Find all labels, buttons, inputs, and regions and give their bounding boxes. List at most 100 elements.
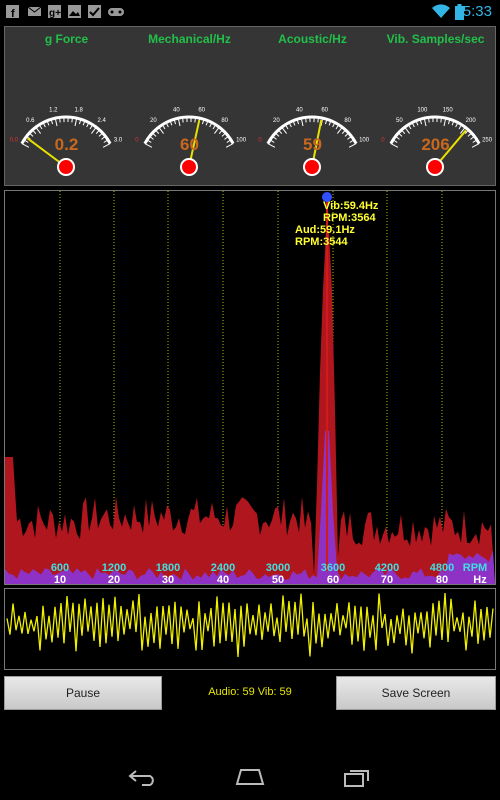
nav-bar xyxy=(0,752,500,800)
frequency-readout: Audio: 59 Vib: 59 xyxy=(208,686,292,698)
hz-axis-label: 10 xyxy=(54,574,66,584)
gauge-tick-label: 250 xyxy=(482,137,493,143)
gauge-tick-label: 0 xyxy=(258,137,262,143)
gauge-tick xyxy=(407,124,412,130)
gauge-tick xyxy=(300,118,304,127)
gauge-tick xyxy=(177,118,181,127)
pause-button[interactable]: Pause xyxy=(4,676,162,710)
recent-apps-icon[interactable] xyxy=(343,766,371,788)
gauge-tick xyxy=(225,143,234,148)
gauge-tick xyxy=(32,129,37,134)
gauge-tick xyxy=(423,118,427,127)
gauge-tick xyxy=(281,126,288,134)
gauge-tick-label: 150 xyxy=(443,107,454,113)
back-icon[interactable] xyxy=(128,768,158,786)
google-plus-icon: g+ xyxy=(48,5,61,18)
gauge-title: Acoustic/Hz xyxy=(278,32,347,46)
gauge-tick-label: 80 xyxy=(344,118,351,124)
gauge-tick xyxy=(78,119,82,125)
gauge-tick xyxy=(336,126,343,134)
gauge-tick xyxy=(269,139,275,143)
gauge-tick xyxy=(419,119,423,125)
gauge-tick xyxy=(305,117,307,123)
gauge-tick xyxy=(395,135,400,140)
gauge-tick-label: 50 xyxy=(396,118,403,124)
gauge-tick xyxy=(415,120,419,126)
gauge-tick xyxy=(347,135,352,140)
gauge-tick xyxy=(213,126,220,134)
waveform-line xyxy=(6,592,494,657)
rpm-axis-label: 3000 xyxy=(266,562,290,574)
gauge-tick xyxy=(90,126,97,134)
gauge-tick xyxy=(71,117,73,123)
gauge-arc xyxy=(143,115,235,145)
gauge-tick xyxy=(95,129,100,134)
gauge-tick xyxy=(443,118,447,127)
gauge-tick xyxy=(348,143,357,148)
home-icon[interactable] xyxy=(235,768,265,786)
gauge-tick xyxy=(447,119,451,125)
gauge-tick xyxy=(411,122,415,128)
facebook-icon: f xyxy=(6,5,19,18)
gauge-hub xyxy=(303,158,321,176)
gauge-tick xyxy=(455,122,459,128)
gauge-hub xyxy=(426,158,444,176)
status-bar: f g+ 5:33 xyxy=(0,0,500,24)
rpm-axis-label: 4800 xyxy=(430,562,454,574)
hz-axis-label: 40 xyxy=(217,574,229,584)
checkbox-icon xyxy=(88,5,101,18)
gauge-tick xyxy=(324,119,328,125)
gauge-tick-label: 60 xyxy=(198,107,205,113)
gauge-tick xyxy=(165,122,169,128)
peak-vib-rpm-label: RPM:3564 xyxy=(323,212,376,224)
gauge-tick xyxy=(201,119,205,125)
spectrum-panel[interactable]: Vib:59.4Hz RPM:3564 Aud:59.1Hz RPM:3544 … xyxy=(4,190,496,586)
rpm-axis-label: RPM xyxy=(463,562,487,574)
gauge-tick xyxy=(288,122,292,128)
gauge-tick xyxy=(29,132,34,137)
gauge-value: 59 xyxy=(303,135,322,154)
spectrum-plot: Vib:59.4Hz RPM:3564 Aud:59.1Hz RPM:3544 … xyxy=(5,191,495,586)
game-controller-icon xyxy=(108,8,124,16)
gauge-arc xyxy=(20,115,112,145)
gauge-tick xyxy=(209,122,213,128)
vibration-spectrum xyxy=(5,231,495,584)
gauge-tick-label: 40 xyxy=(296,107,303,113)
gauge-tick xyxy=(42,122,46,128)
gauge-tick xyxy=(86,122,90,128)
gauge-title: Vib. Samples/sec xyxy=(386,32,485,46)
rpm-axis-label: 600 xyxy=(51,562,69,574)
hz-axis-label: Hz xyxy=(473,574,487,584)
gauge-tick xyxy=(82,120,86,126)
gauge-tick-label: 3.0 xyxy=(114,137,123,143)
save-screen-button[interactable]: Save Screen xyxy=(336,676,496,710)
hz-axis-label: 60 xyxy=(327,574,339,584)
hz-axis-label: 70 xyxy=(381,574,393,584)
gauge-tick xyxy=(459,126,466,134)
gauge-tick xyxy=(194,117,196,123)
gauge-tick-label: 1.8 xyxy=(74,107,83,113)
gauge-tick xyxy=(470,135,475,140)
gauge-tick xyxy=(341,129,346,134)
g-force-dial: 0.0 0.6 1.2 1.8 2.4 3.0 xyxy=(10,107,123,176)
gauge-value: 60 xyxy=(180,135,199,154)
gauge-tick-label: 0.6 xyxy=(26,118,35,124)
gauge-tick xyxy=(317,117,319,123)
svg-text:g+: g+ xyxy=(49,8,61,18)
gauge-tick-label: 2.4 xyxy=(97,118,106,124)
gauge-tick xyxy=(23,139,29,143)
gauge-tick xyxy=(401,129,406,134)
clock: 5:33 xyxy=(462,3,492,20)
gauge-tick xyxy=(98,132,103,137)
vib-samples-dial: 0 50 100 150 200 250 xyxy=(381,107,493,176)
gauge-tick xyxy=(404,126,411,134)
rpm-axis-label: 3600 xyxy=(321,562,345,574)
gauge-tick xyxy=(272,135,277,140)
gauge-tick xyxy=(161,124,166,130)
gauge-tick-label: 20 xyxy=(273,118,280,124)
gauge-tick xyxy=(50,119,54,125)
gauge-tick xyxy=(267,143,276,148)
gauge-tick-label: 20 xyxy=(150,118,157,124)
gauge-tick xyxy=(224,135,229,140)
gauge-value: 0.2 xyxy=(54,135,79,154)
